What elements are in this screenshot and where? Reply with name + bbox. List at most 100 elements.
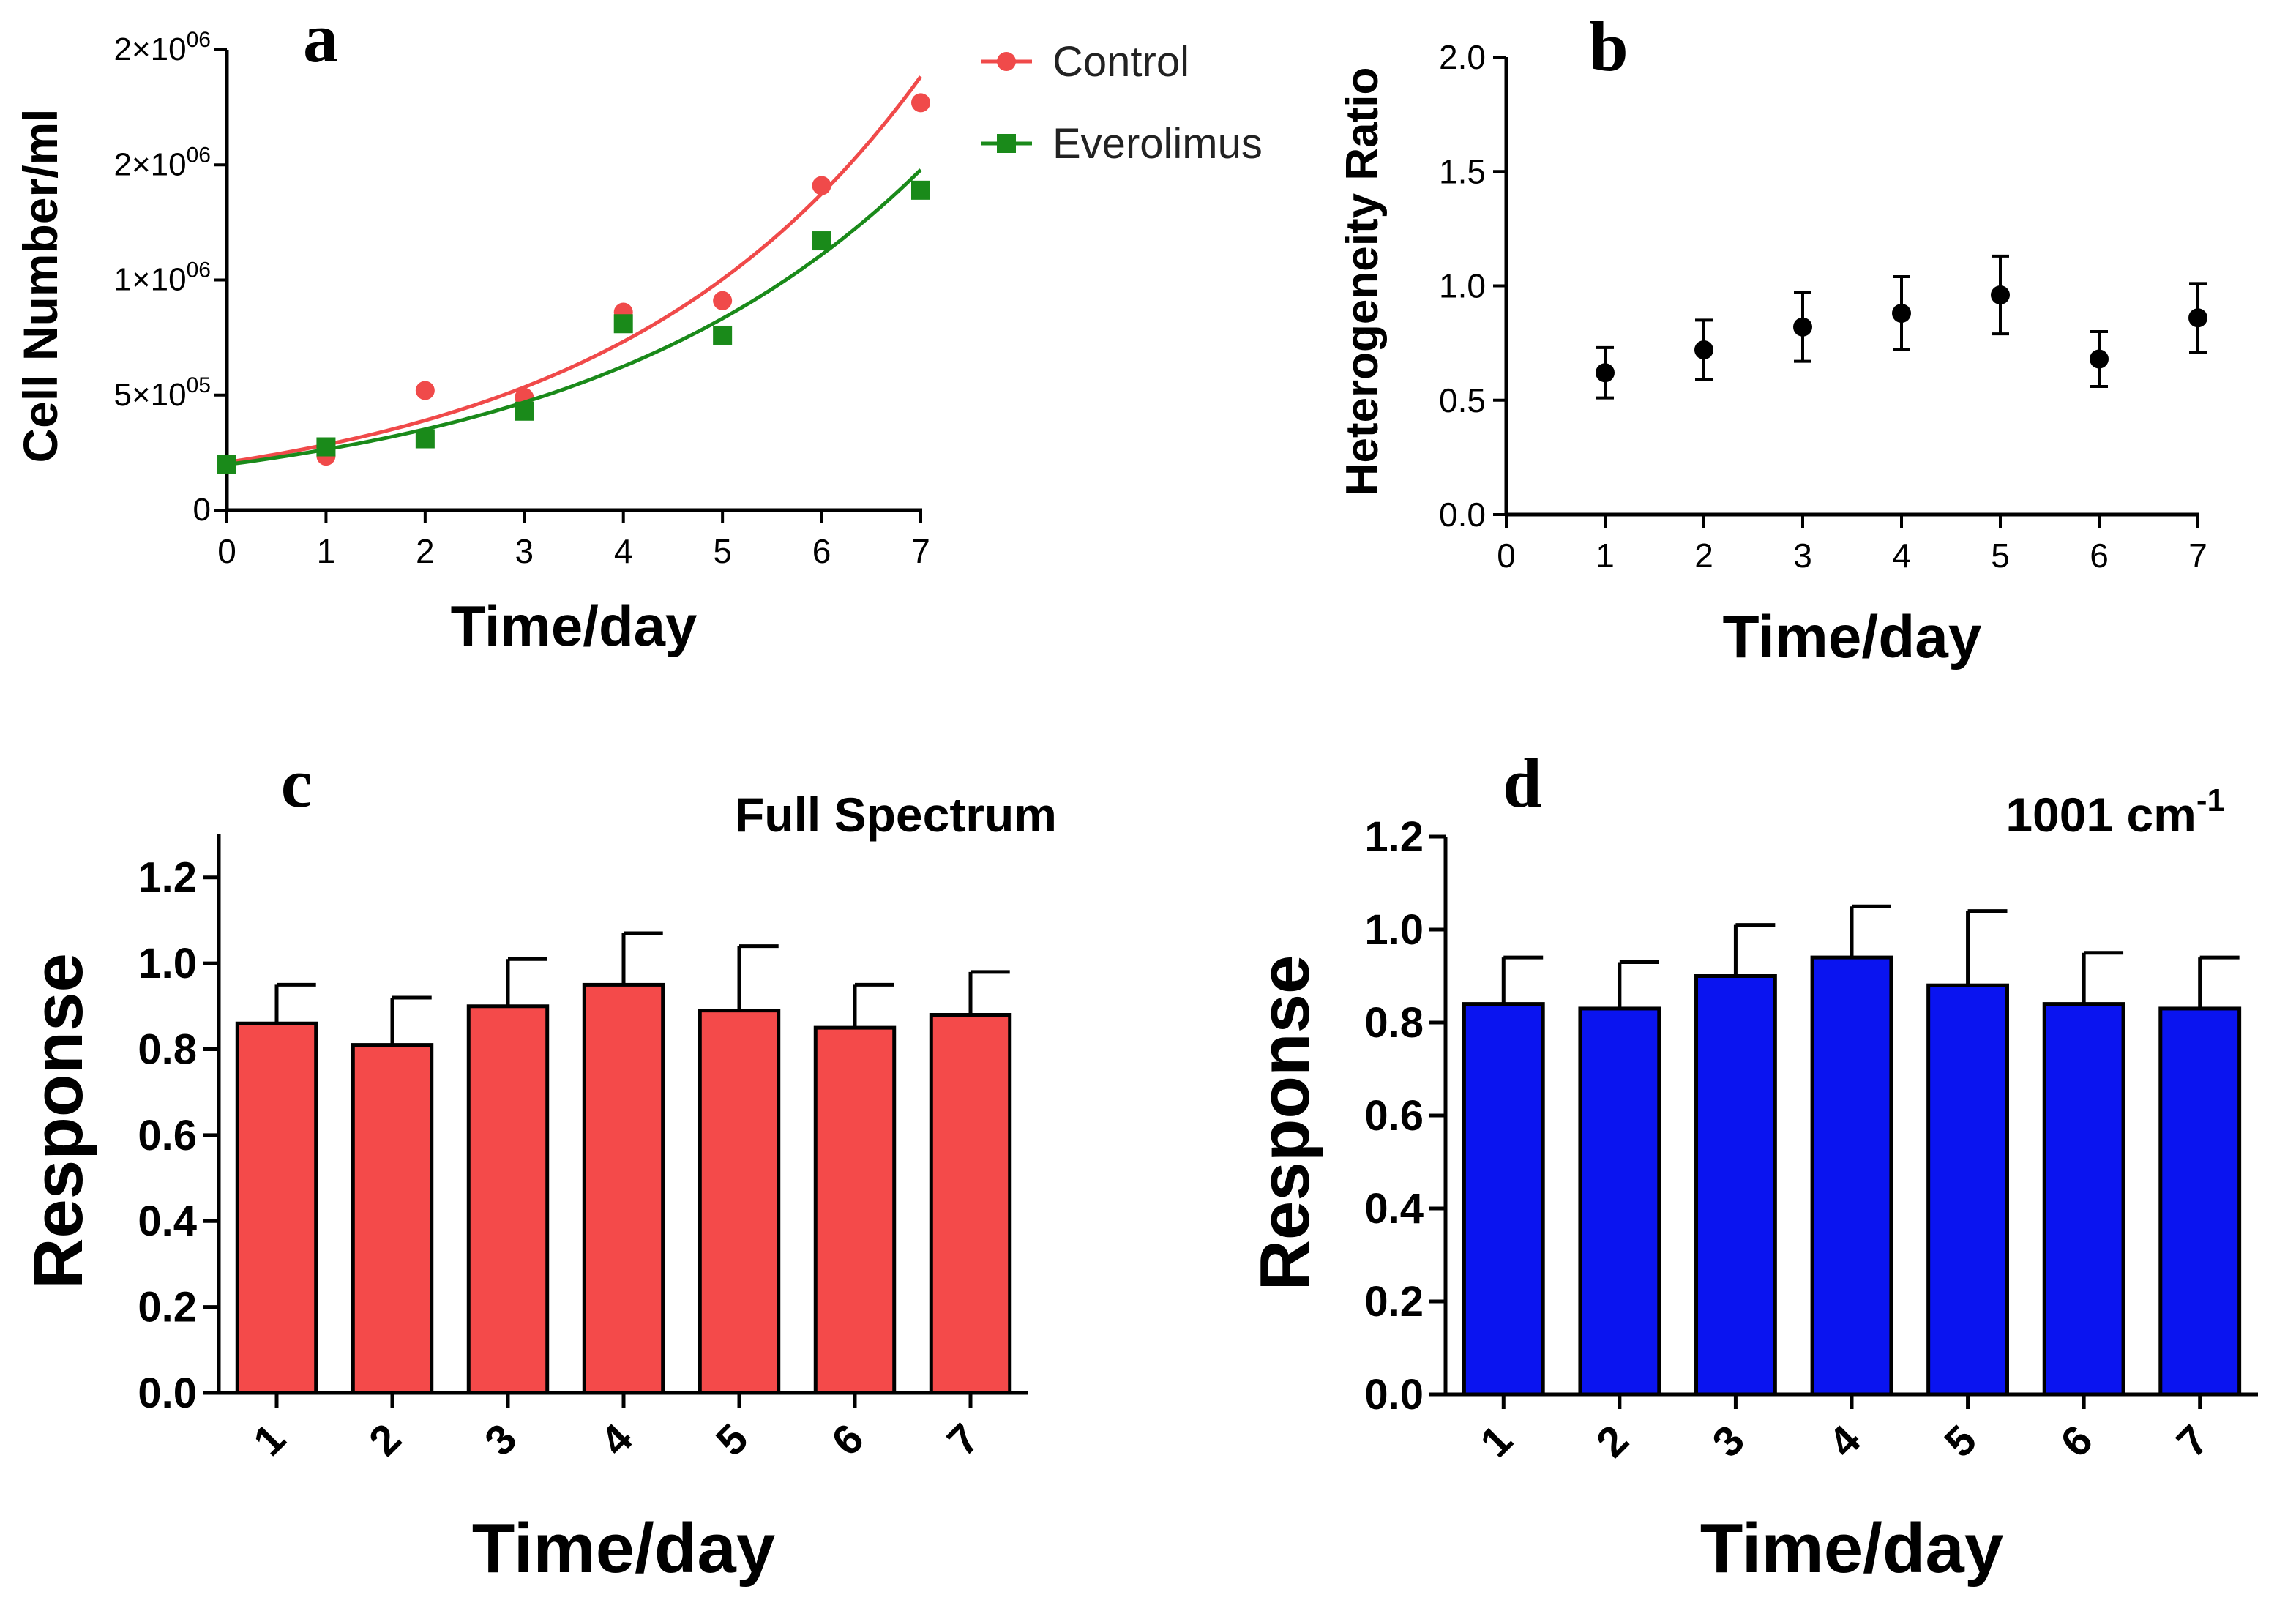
x-tick-label: 4 — [591, 1415, 642, 1465]
x-tick-label: 6 — [2052, 1416, 2102, 1467]
x-tick-label: 3 — [476, 1415, 526, 1465]
y-tick-label: 2×1006 — [114, 28, 211, 67]
panel-a: 0 1 2 3 4 5 6 7 0 5×1005 1×1006 2×1006 2×1006 Time/da… — [13, 0, 1263, 658]
data-point-everolimus — [415, 429, 435, 449]
y-tick-label: 5×1005 — [114, 373, 211, 413]
x-tick-label: 7 — [938, 1415, 989, 1465]
data-point — [1991, 285, 2010, 304]
x-tick-label: 1 — [1471, 1416, 1522, 1467]
x-axis-title: Time/day — [451, 594, 698, 658]
y-tick-label: 0 — [193, 492, 211, 528]
data-point-everolimus — [217, 455, 236, 474]
x-axis-title: Time/day — [472, 1509, 775, 1588]
panel-title: Full Spectrum — [735, 788, 1057, 842]
bar — [466, 1004, 550, 1395]
y-axis-title: Heterogeneity Ratio — [1337, 67, 1388, 496]
y-tick-label: 1.2 — [1364, 813, 1424, 861]
x-axis-title: Time/day — [1723, 604, 1982, 670]
x-tick-label: 6 — [2090, 537, 2109, 575]
x-tick-label: 3 — [1793, 537, 1812, 575]
x-tick-label: 2 — [1694, 537, 1713, 575]
x-tick-label: 5 — [1991, 537, 2010, 575]
x-tick-label: 0 — [217, 532, 236, 570]
y-tick-label: 0.8 — [1364, 999, 1424, 1047]
data-point — [1793, 317, 1812, 337]
x-tick-label: 7 — [911, 532, 930, 570]
x-tick-label: 1 — [1596, 537, 1615, 575]
y-axis-title: Cell Number/ml — [13, 108, 67, 463]
panel-b: 0 1 2 3 4 5 6 7 0.0 0.5 1.0 1.5 2.0 Time/day Heterogen… — [1337, 7, 2207, 670]
bar — [698, 1009, 781, 1395]
x-tick-label: 3 — [1703, 1416, 1754, 1467]
data-point-control — [911, 93, 930, 113]
bar — [351, 1043, 434, 1395]
y-tick-label: 0.0 — [1364, 1371, 1424, 1418]
bar — [929, 1013, 1012, 1395]
data-point-control — [415, 381, 435, 400]
x-tick-label: 6 — [823, 1415, 873, 1465]
bar — [1578, 1006, 1661, 1397]
y-tick-label: 1.5 — [1439, 152, 1486, 190]
y-tick-label: 0.8 — [138, 1025, 197, 1073]
y-tick-label: 1×1006 — [114, 258, 211, 298]
panel-letter: a — [303, 0, 338, 77]
x-axis-title: Time/day — [1700, 1509, 2003, 1588]
bar — [2042, 1002, 2125, 1397]
bar — [813, 1025, 897, 1395]
y-axis-title: Response — [1246, 955, 1324, 1291]
panel-letter: c — [281, 744, 313, 822]
legend-label: Everolimus — [1052, 120, 1263, 168]
y-tick-label: 2×1006 — [114, 143, 211, 182]
y-tick-label: 0.4 — [1364, 1185, 1424, 1233]
y-tick-label: 1.0 — [138, 940, 197, 987]
bar — [1926, 983, 2009, 1397]
panel-letter: b — [1589, 7, 1628, 86]
x-tick-label: 1 — [317, 532, 336, 570]
legend-marker — [997, 52, 1016, 71]
data-point — [1892, 304, 1911, 323]
x-tick-label: 3 — [515, 532, 534, 570]
y-tick-label: 0.2 — [138, 1284, 197, 1331]
bar — [1810, 955, 1893, 1397]
y-tick-label: 0.0 — [1439, 496, 1486, 534]
x-tick-label: 4 — [1820, 1416, 1870, 1467]
data-point-everolimus — [812, 231, 831, 251]
bar — [1462, 1002, 1545, 1397]
y-tick-label: 0.6 — [1364, 1092, 1424, 1140]
panel-title: 1001 cm-1 — [2005, 782, 2225, 842]
panel-d: 0.0 0.2 0.4 0.6 0.8 1.0 1.2 1 2 3 4 5 6 7 Time/day Resp… — [1246, 744, 2258, 1588]
x-tick-label: 5 — [707, 1415, 758, 1465]
data-point — [1596, 363, 1615, 383]
data-point-everolimus — [515, 401, 534, 421]
x-tick-label: 1 — [244, 1415, 295, 1465]
data-point-everolimus — [713, 325, 733, 345]
y-tick-label: 0.2 — [1364, 1278, 1424, 1326]
legend-label: Control — [1052, 38, 1189, 86]
data-point-everolimus — [316, 437, 336, 457]
x-tick-label: 7 — [2168, 1416, 2218, 1467]
y-tick-label: 0.0 — [138, 1369, 197, 1417]
x-tick-label: 4 — [1892, 537, 1911, 575]
y-tick-label: 0.5 — [1439, 381, 1486, 419]
y-tick-label: 1.2 — [138, 854, 197, 902]
legend-marker — [997, 134, 1016, 153]
data-point-everolimus — [613, 314, 633, 334]
panel-letter: d — [1503, 744, 1541, 822]
data-point-everolimus — [911, 180, 930, 200]
data-point-control — [713, 291, 733, 310]
y-tick-label: 2.0 — [1439, 38, 1486, 76]
y-tick-label: 1.0 — [1364, 906, 1424, 954]
fit-curve-everolimus — [226, 168, 922, 467]
fit-curve-control — [226, 75, 923, 465]
data-point — [2188, 308, 2207, 328]
data-point-control — [812, 176, 831, 195]
y-tick-label: 0.4 — [138, 1197, 197, 1245]
x-tick-label: 6 — [812, 532, 831, 570]
x-tick-label: 0 — [1497, 537, 1516, 575]
y-tick-label: 0.6 — [138, 1112, 197, 1159]
x-tick-label: 5 — [1935, 1416, 1986, 1467]
data-point — [2090, 349, 2109, 369]
x-tick-label: 7 — [2188, 537, 2207, 575]
x-tick-label: 2 — [1588, 1416, 1638, 1467]
x-tick-label: 4 — [614, 532, 633, 570]
